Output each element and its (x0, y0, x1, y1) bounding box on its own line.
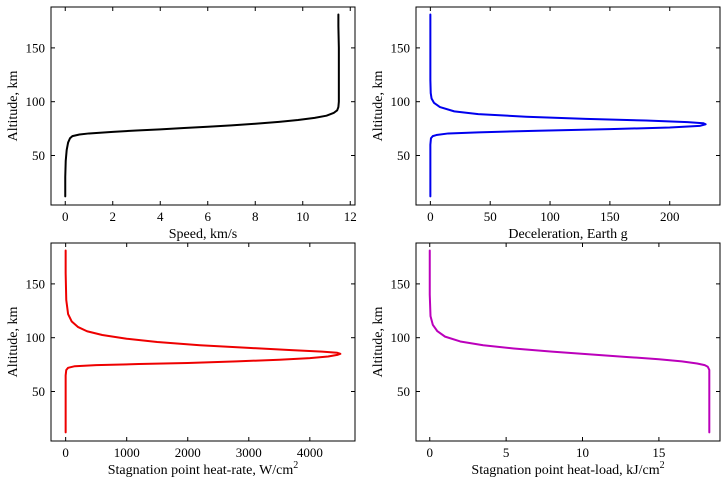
subplot-4: 0 5 10 15 50 100 150 Stagnation point heat-load… (371, 242, 721, 478)
y-axis-label: Altitude, km (6, 307, 21, 378)
x-tick-label: 0 (62, 209, 69, 224)
x-tick-label: 100 (540, 209, 560, 224)
x-tick-label: 4 (157, 209, 164, 224)
x-axis-label: Speed, km/s (169, 227, 237, 242)
subplot-3: 0 1000 2000 3000 4000 50 100 150 Stagnation poin… (6, 242, 356, 478)
x-axis-label: Deceleration, Earth g (508, 227, 627, 242)
x-tick-label: 4000 (297, 445, 323, 460)
plot-frame (50, 242, 356, 442)
x-tick-label: 10 (296, 209, 309, 224)
x-tick-label: 6 (205, 209, 212, 224)
series-line-4-1 (428, 249, 711, 434)
x-tick-label: 8 (252, 209, 259, 224)
y-tick-label: 150 (391, 276, 411, 291)
x-tick-label: 0 (427, 209, 434, 224)
y-tick-label: 150 (26, 276, 46, 291)
subplot-2: 0 50 100 150 200 50 100 150 Deceleration, Earth … (371, 6, 721, 242)
y-axis-label: Altitude, km (371, 71, 386, 142)
x-tick-label: 50 (484, 209, 497, 224)
series-line-2-1 (429, 13, 707, 198)
y-axis-label: Altitude, km (371, 307, 386, 378)
series-line-1-1 (64, 13, 340, 198)
plot-frame (50, 6, 356, 206)
y-axis-label: Altitude, km (6, 71, 21, 142)
x-axis-label: Stagnation point heat-load, kJ/cm2 (471, 460, 664, 478)
x-tick-label: 10 (576, 445, 589, 460)
plot-frame (415, 242, 721, 442)
y-tick-label: 100 (26, 330, 46, 345)
y-tick-label: 50 (32, 384, 45, 399)
x-tick-label: 12 (344, 209, 357, 224)
y-tick-label: 100 (26, 94, 46, 109)
x-tick-label: 15 (652, 445, 665, 460)
x-tick-label: 5 (503, 445, 510, 460)
y-tick-label: 150 (26, 40, 46, 55)
plot-frame (415, 6, 721, 206)
x-tick-label: 3000 (236, 445, 262, 460)
x-tick-label: 0 (62, 445, 69, 460)
subplot-1: 0 2 4 6 8 10 12 50 100 150 Speed, km/s Altitude, km (6, 6, 357, 242)
x-tick-label: 150 (600, 209, 620, 224)
series-line-3-1 (64, 249, 342, 434)
x-tick-label: 1000 (114, 445, 140, 460)
y-tick-label: 50 (32, 148, 45, 163)
y-tick-label: 150 (391, 40, 411, 55)
x-tick-label: 2 (110, 209, 117, 224)
y-tick-label: 50 (397, 384, 410, 399)
x-tick-label: 0 (426, 445, 433, 460)
x-tick-label: 2000 (175, 445, 201, 460)
y-tick-label: 100 (391, 94, 411, 109)
y-tick-label: 50 (397, 148, 410, 163)
y-tick-label: 100 (391, 330, 411, 345)
x-axis-label: Stagnation point heat-rate, W/cm2 (108, 460, 299, 478)
x-tick-label: 200 (660, 209, 680, 224)
